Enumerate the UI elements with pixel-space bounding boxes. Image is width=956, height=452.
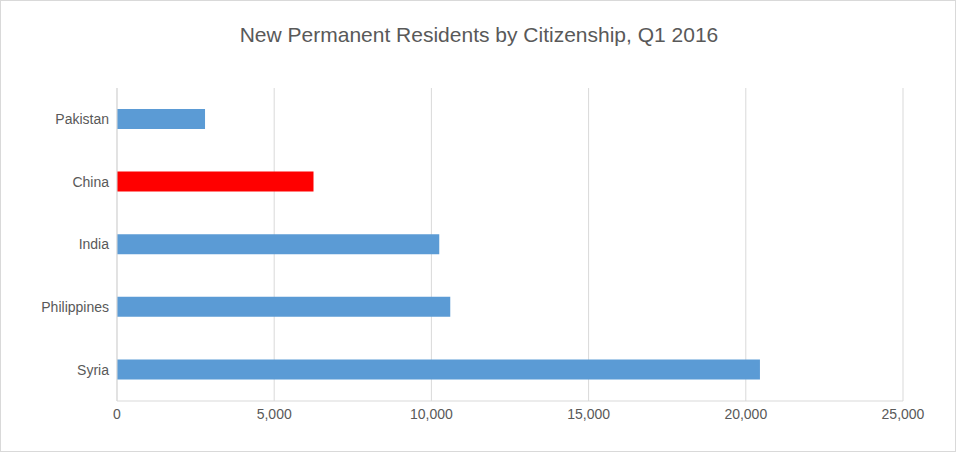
svg-text:15,000: 15,000: [567, 406, 610, 422]
svg-text:Syria: Syria: [77, 362, 109, 378]
svg-text:Philippines: Philippines: [41, 299, 109, 315]
svg-text:5,000: 5,000: [257, 406, 292, 422]
svg-text:China: China: [72, 174, 109, 190]
svg-text:Pakistan: Pakistan: [55, 111, 109, 127]
svg-text:0: 0: [113, 406, 121, 422]
svg-text:India: India: [79, 236, 110, 252]
svg-text:10,000: 10,000: [410, 406, 453, 422]
html-text:New Permanent Residents by Cit: New Permanent Residents by Citizenship, …: [239, 23, 719, 46]
svg-text:25,000: 25,000: [882, 406, 925, 422]
svg-text:20,000: 20,000: [724, 406, 767, 422]
